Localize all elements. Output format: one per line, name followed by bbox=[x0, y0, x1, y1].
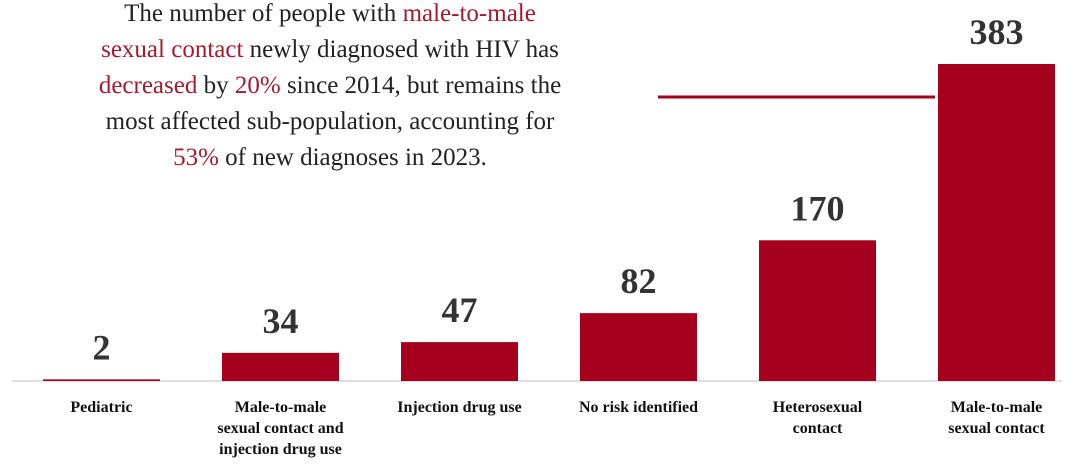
bar-0 bbox=[43, 379, 160, 381]
value-labels-group: 2 34 47 82 170 383 bbox=[93, 12, 1024, 367]
category-label-1: Male-to-male sexual contact and injection … bbox=[217, 399, 343, 458]
annotation-text-1: The number of people with bbox=[124, 0, 403, 27]
annotation-line-5: 53% of new diagnoses in 2023. bbox=[0, 140, 670, 176]
highlight-sexual-contact: sexual contact bbox=[101, 36, 244, 63]
bar-4 bbox=[759, 240, 876, 381]
category-label-4-line-1: contact bbox=[793, 420, 843, 437]
bar-2 bbox=[401, 342, 518, 381]
annotation-text-3b: since 2014, but remains the bbox=[280, 72, 562, 99]
category-label-1-line-2: injection drug use bbox=[219, 441, 342, 458]
highlight-20-percent: 20% bbox=[234, 72, 281, 99]
annotation-text: The number of people with male-to-male s… bbox=[0, 0, 670, 176]
category-label-4: Heterosexual contact bbox=[773, 399, 863, 437]
category-label-0-line-0: Pediatric bbox=[70, 399, 132, 416]
annotation-line-2: sexual contact newly diagnosed with HIV … bbox=[0, 32, 670, 68]
annotation-text-4: most affected sub-population, accounting… bbox=[105, 108, 555, 135]
value-label-3: 82 bbox=[621, 261, 657, 301]
category-label-0: Pediatric bbox=[70, 399, 132, 416]
category-label-2: Injection drug use bbox=[397, 399, 521, 416]
category-label-5-line-0: Male-to-male bbox=[951, 399, 1043, 416]
category-label-5: Male-to-male sexual contact bbox=[948, 399, 1045, 437]
annotation-line-4: most affected sub-population, accounting… bbox=[0, 104, 670, 140]
bar-1 bbox=[222, 352, 339, 381]
category-labels-group: Pediatric Male-to-male sexual contact and i… bbox=[70, 399, 1045, 458]
value-label-0: 2 bbox=[93, 327, 111, 367]
value-label-4: 170 bbox=[791, 188, 845, 228]
category-label-4-line-0: Heterosexual bbox=[773, 399, 863, 416]
category-label-2-line-0: Injection drug use bbox=[397, 399, 521, 416]
highlight-male-to-male: male-to-male bbox=[402, 0, 536, 27]
category-label-3-line-0: No risk identified bbox=[579, 399, 698, 416]
category-label-1-line-1: sexual contact and bbox=[217, 420, 343, 437]
highlight-decreased: decreased bbox=[98, 72, 198, 99]
value-label-5: 383 bbox=[970, 12, 1024, 52]
annotation-text-3a: by bbox=[197, 72, 235, 99]
value-label-1: 34 bbox=[263, 301, 299, 341]
bars-group bbox=[43, 64, 1055, 381]
annotation-line-1: The number of people with male-to-male bbox=[0, 0, 670, 32]
annotation-text-2: newly diagnosed with HIV has bbox=[243, 36, 559, 63]
value-label-2: 47 bbox=[442, 290, 478, 330]
highlight-53-percent: 53% bbox=[173, 144, 219, 171]
bar-3 bbox=[580, 313, 697, 381]
category-label-3: No risk identified bbox=[579, 399, 698, 416]
annotation-text-5: of new diagnoses in 2023. bbox=[218, 144, 487, 171]
annotation-line-3: decreased by 20% since 2014, but remains… bbox=[0, 68, 670, 104]
bar-5 bbox=[938, 64, 1055, 381]
category-label-1-line-0: Male-to-male bbox=[235, 399, 327, 416]
category-label-5-line-1: sexual contact bbox=[948, 420, 1045, 437]
